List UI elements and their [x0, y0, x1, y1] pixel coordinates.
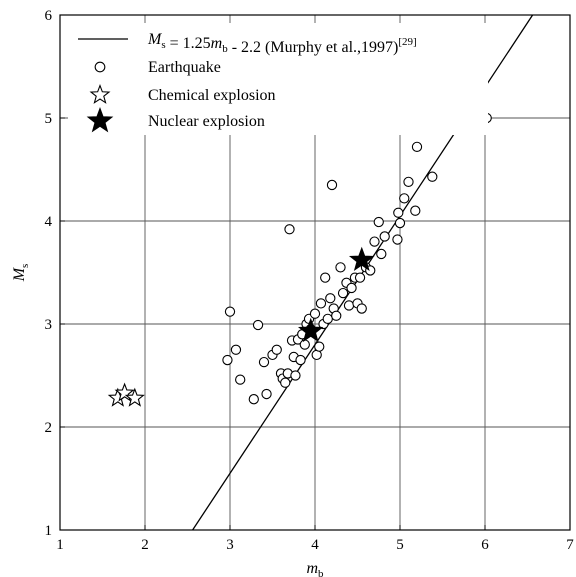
- earthquake-point: [427, 171, 438, 182]
- legend-label-nuclear-explosion-point: Nuclear explosion: [148, 113, 265, 130]
- earthquake-point: [261, 388, 272, 400]
- earthquake-point: [290, 370, 301, 381]
- y-axis-title: Ms: [11, 264, 31, 283]
- earthquake-point: [356, 303, 367, 314]
- x-tick-label: 2: [141, 537, 149, 553]
- earthquake-point: [280, 377, 291, 388]
- earthquake-point: [230, 344, 242, 355]
- earthquake-point: [394, 217, 406, 229]
- earthquake-point: [337, 287, 349, 299]
- y-tick-label: 2: [45, 420, 53, 436]
- x-tick-label: 5: [396, 537, 404, 553]
- earthquake-point: [235, 374, 246, 385]
- earthquake-point: [376, 248, 387, 260]
- earthquake-point: [399, 193, 410, 204]
- y-tick-label: 6: [45, 8, 53, 24]
- earthquake-point: [343, 300, 355, 311]
- legend-background: [68, 23, 488, 135]
- earthquake-point: [325, 293, 336, 304]
- x-tick-label: 7: [566, 537, 574, 553]
- earthquake-point: [299, 339, 310, 350]
- legend-label-chemical-explosion-point: Chemical explosion: [148, 87, 276, 104]
- earthquake-point: [322, 313, 333, 324]
- earthquake-point: [410, 205, 421, 216]
- earthquake-point: [271, 344, 282, 355]
- earthquake-point: [403, 176, 414, 188]
- earthquake-point: [224, 306, 236, 317]
- earthquake-point: [369, 236, 380, 247]
- earthquake-point: [284, 224, 295, 235]
- legend-label-fit-line: Ms = 1.25mb - 2.2 (Murphy et al.,1997)[2…: [147, 31, 417, 56]
- earthquake-point: [354, 272, 366, 283]
- x-tick-label: 1: [56, 537, 64, 553]
- earthquake-point: [315, 298, 327, 309]
- nuclear-explosion-point: [297, 317, 324, 343]
- earthquake-point: [248, 394, 259, 405]
- earthquake-point: [314, 341, 325, 352]
- nuclear-explosion-point: [348, 246, 375, 272]
- earthquake-point: [252, 319, 264, 331]
- earthquake-point: [309, 308, 321, 319]
- legend-swatch-earthquake-point: [94, 61, 106, 73]
- chemical-explosion-point: [114, 382, 135, 402]
- x-tick-label: 6: [481, 537, 489, 553]
- x-axis-title: mb: [306, 560, 324, 577]
- y-tick-label: 5: [45, 111, 53, 127]
- x-tick-label: 4: [311, 537, 319, 553]
- earthquake-point: [331, 310, 342, 321]
- earthquake-point: [295, 354, 306, 366]
- legend-swatch-chemical-explosion-point: [89, 83, 111, 104]
- legend: Ms = 1.25mb - 2.2 (Murphy et al.,1997)[2…: [78, 31, 417, 133]
- chemical-explosion-point: [124, 387, 145, 407]
- earthquake-point: [346, 282, 357, 294]
- earthquake-point: [258, 356, 270, 368]
- earthquake-point: [320, 272, 331, 283]
- earthquake-point: [379, 231, 390, 242]
- axis-titles: mb Ms: [11, 264, 324, 577]
- data-points: [107, 84, 492, 407]
- earthquake-point: [392, 234, 403, 245]
- earthquake-point: [335, 262, 346, 273]
- legend-label-earthquake-point: Earthquake: [148, 59, 221, 76]
- x-tick-label: 3: [226, 537, 234, 553]
- earthquake-point: [222, 354, 233, 366]
- tick-labels: 1 2 3 4 5 6 7 1 2 3 4 5 6: [45, 8, 575, 553]
- earthquake-point: [393, 207, 404, 218]
- legend-swatch-nuclear-explosion-point: [86, 106, 114, 133]
- y-tick-label: 3: [45, 317, 53, 333]
- legend-box: [68, 23, 488, 135]
- y-tick-label: 1: [45, 523, 53, 539]
- earthquake-point: [326, 179, 338, 191]
- y-tick-label: 4: [45, 214, 53, 230]
- plot-frame: [59, 14, 571, 531]
- earthquake-point: [373, 216, 384, 228]
- earthquake-point: [411, 141, 423, 152]
